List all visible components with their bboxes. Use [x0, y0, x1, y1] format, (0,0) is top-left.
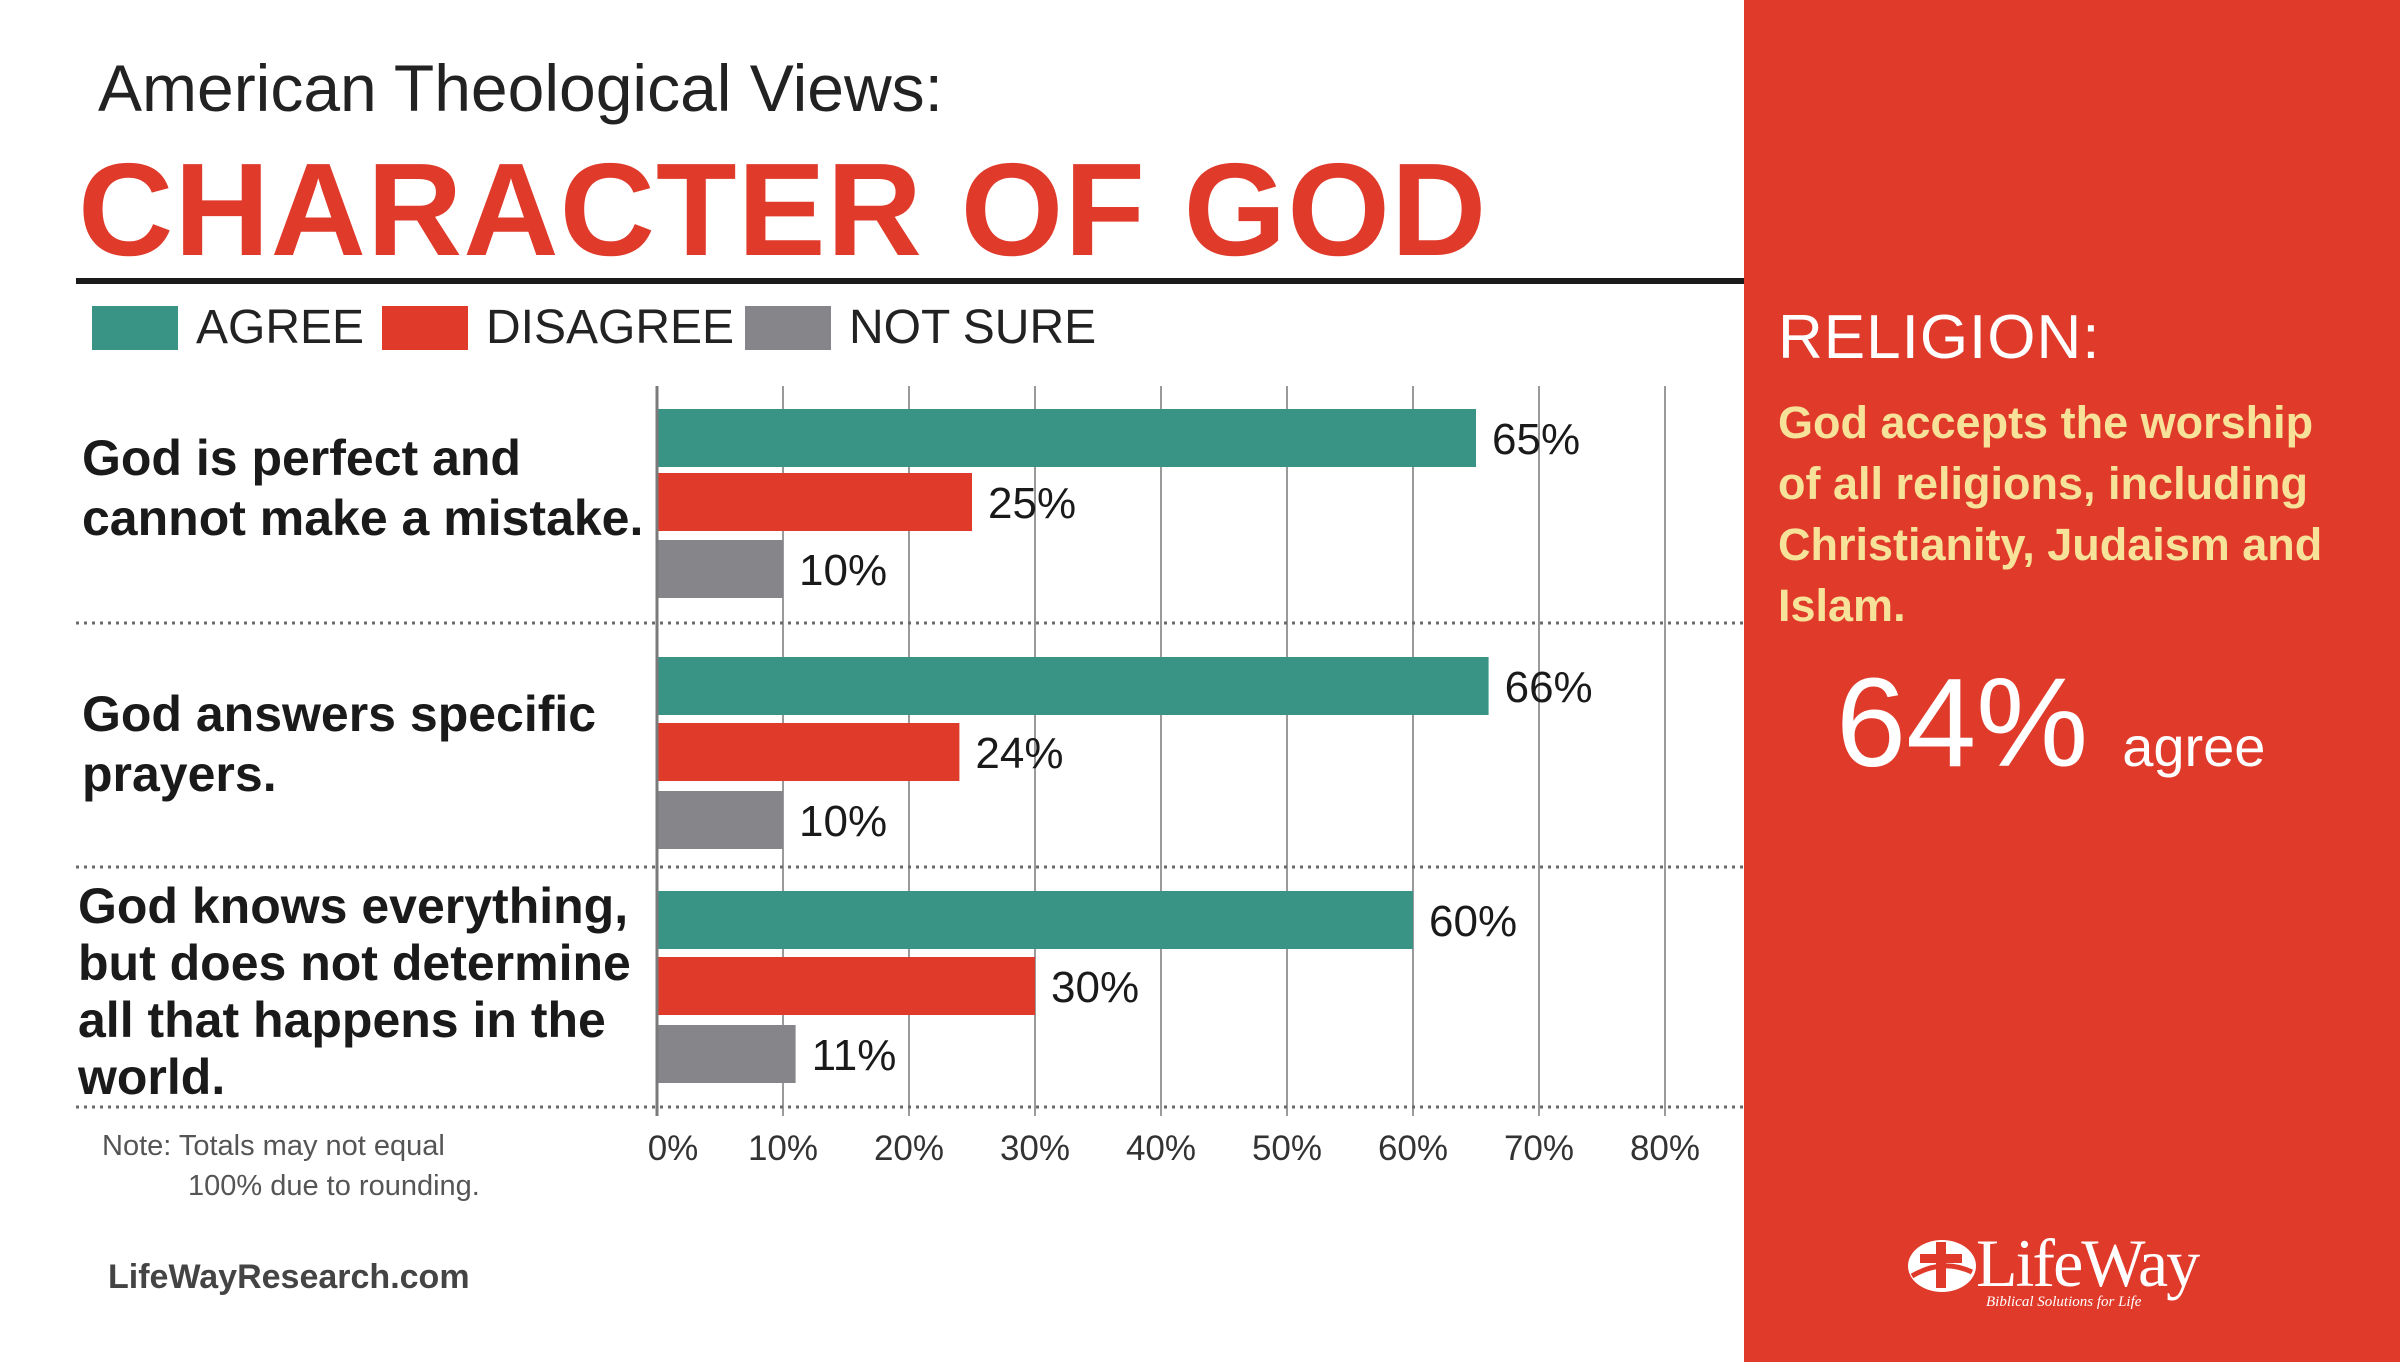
footer-website-link[interactable]: LifeWayResearch.com — [108, 1258, 470, 1296]
page-title: CHARACTER OF GOD — [78, 136, 1488, 283]
x-tick-label: 70% — [1504, 1129, 1574, 1168]
bar-not-sure — [657, 1025, 796, 1083]
title-divider — [76, 278, 1744, 284]
bar-disagree — [657, 723, 960, 781]
x-tick-label: 60% — [1378, 1129, 1448, 1168]
highlight-figure: 64% agree — [1836, 650, 2265, 795]
highlight-percent-label: agree — [2122, 715, 2266, 778]
question-3-label: God knows everything, but does not deter… — [78, 878, 631, 1105]
bar-not-sure — [657, 540, 783, 598]
bar-value-label: 60% — [1429, 897, 1517, 946]
bar-value-label: 10% — [799, 797, 887, 846]
bar-value-label: 30% — [1051, 963, 1139, 1012]
logo-tagline: Biblical Solutions for Life — [1986, 1294, 2142, 1310]
lifeway-cross-icon — [1908, 1240, 1976, 1292]
x-tick-label: 50% — [1252, 1129, 1322, 1168]
bar-value-label: 66% — [1505, 663, 1593, 712]
legend-disagree-swatch — [382, 306, 468, 350]
bar-value-label: 25% — [988, 479, 1076, 528]
legend-agree-swatch — [92, 306, 178, 350]
highlight-percent: 64% — [1836, 652, 2089, 793]
legend-not-sure-label: NOT SURE — [849, 301, 1097, 354]
main-area: American Theological Views: CHARACTER OF… — [76, 51, 1744, 1296]
bar-value-label: 24% — [975, 729, 1063, 778]
bar-agree — [657, 657, 1489, 715]
legend-agree-label: AGREE — [196, 301, 365, 354]
bar-agree — [657, 409, 1476, 467]
bar-disagree — [657, 473, 972, 531]
bar-value-label: 65% — [1492, 415, 1580, 464]
highlight-title: RELIGION: — [1778, 303, 2101, 372]
bar-chart: 0% 10% 20% 30% 40% 50% 60% 70% 80% 65% 66% 60% 25% 24… — [76, 386, 1744, 1168]
x-tick-label: 30% — [1000, 1129, 1070, 1168]
x-tick-label: 40% — [1126, 1129, 1196, 1168]
logo-wordmark: LifeWay — [1976, 1225, 2200, 1301]
rounding-note: Note: Totals may not equal 100% due to r… — [102, 1126, 480, 1206]
x-tick-label: 10% — [748, 1129, 818, 1168]
x-tick-label: 20% — [874, 1129, 944, 1168]
legend-not-sure-swatch — [745, 306, 831, 350]
legend-disagree-label: DISAGREE — [486, 301, 735, 354]
question-2-label: God answers specific prayers. — [82, 686, 597, 802]
lifeway-logo: LifeWay Biblical Solutions for Life — [1906, 1225, 2206, 1310]
highlight-statement: God accepts the worship of all religions… — [1778, 397, 2323, 631]
bar-agree — [657, 891, 1413, 949]
question-1-label: God is perfect and cannot make a mistake… — [82, 430, 644, 546]
bar-value-label: 10% — [799, 546, 887, 595]
bar-value-label: 11% — [812, 1031, 897, 1080]
x-tick-label: 0% — [648, 1129, 699, 1168]
highlight-panel — [1744, 0, 2400, 1362]
page-kicker: American Theological Views: — [98, 51, 943, 125]
bar-disagree — [657, 957, 1035, 1015]
note-line-1: Note: Totals may not equal — [102, 1130, 445, 1162]
x-tick-label: 80% — [1630, 1129, 1700, 1168]
bar-not-sure — [657, 791, 783, 849]
note-line-2: 100% due to rounding. — [188, 1170, 480, 1202]
